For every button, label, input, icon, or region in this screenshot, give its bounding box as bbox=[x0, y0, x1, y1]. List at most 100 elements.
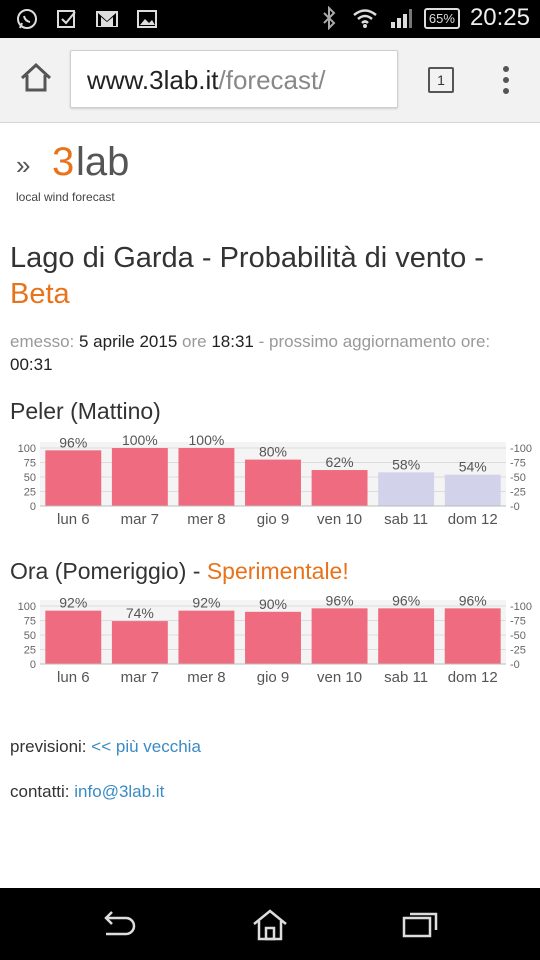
x-tick-label: sab 11 bbox=[384, 669, 428, 686]
next-update-time: 00:31 bbox=[10, 355, 53, 374]
chart-bar bbox=[444, 474, 501, 506]
chart-bar bbox=[45, 450, 102, 506]
checkbox-icon bbox=[54, 6, 80, 32]
bar-value-label: 96% bbox=[326, 592, 354, 608]
home-icon[interactable] bbox=[18, 60, 54, 96]
bar-value-label: 92% bbox=[59, 595, 87, 611]
bar-value-label: 80% bbox=[259, 444, 287, 460]
previsioni-row: previsioni: << più vecchia bbox=[10, 737, 201, 757]
bar-value-label: 96% bbox=[59, 434, 87, 450]
chart-bar bbox=[444, 608, 501, 664]
x-tick-label: mer 8 bbox=[187, 511, 225, 528]
bar-value-label: 62% bbox=[326, 454, 354, 470]
notification-icons bbox=[14, 6, 160, 32]
bar-value-label: 92% bbox=[192, 595, 220, 611]
y-tick-label-left: 100 bbox=[18, 443, 36, 455]
bar-value-label: 74% bbox=[126, 605, 154, 621]
y-tick-label-right: -100 bbox=[510, 601, 532, 613]
y-tick-label-right: -100 bbox=[510, 443, 532, 455]
logo-tagline: local wind forecast bbox=[16, 190, 115, 204]
y-tick-label-right: -50 bbox=[510, 472, 526, 484]
bar-value-label: 100% bbox=[122, 432, 158, 448]
recents-icon[interactable] bbox=[400, 908, 440, 940]
whatsapp-icon bbox=[14, 6, 40, 32]
y-tick-label-left: 50 bbox=[24, 472, 36, 484]
chart-bar bbox=[311, 608, 368, 664]
y-tick-label-left: 100 bbox=[18, 601, 36, 613]
y-tick-label-right: -0 bbox=[510, 501, 520, 513]
y-tick-label-right: -75 bbox=[510, 616, 526, 628]
y-tick-label-left: 50 bbox=[24, 630, 36, 642]
bar-value-label: 58% bbox=[392, 456, 420, 472]
chart-bar bbox=[378, 608, 435, 664]
chart-bar bbox=[45, 610, 102, 664]
logo-arrows: » bbox=[16, 150, 31, 180]
status-bar: 65% 20:25 bbox=[0, 0, 540, 38]
y-tick-label-left: 0 bbox=[30, 501, 36, 513]
bar-value-label: 96% bbox=[459, 592, 487, 608]
y-tick-label-right: -25 bbox=[510, 645, 526, 657]
x-tick-label: ven 10 bbox=[317, 511, 362, 528]
tab-switcher-button[interactable]: 1 bbox=[428, 67, 454, 93]
y-tick-label-left: 25 bbox=[24, 487, 36, 499]
bar-value-label: 90% bbox=[259, 596, 287, 612]
x-tick-label: dom 12 bbox=[448, 511, 498, 528]
y-tick-label-right: -75 bbox=[510, 458, 526, 470]
emesso-label: emesso: bbox=[10, 332, 75, 351]
bluetooth-icon bbox=[316, 5, 342, 31]
page-title: Lago di Garda - Probabilità di vento - B… bbox=[10, 240, 530, 312]
section-title-ora-experimental: Sperimentale! bbox=[206, 558, 349, 584]
emesso-time: 18:31 bbox=[211, 332, 254, 351]
x-tick-label: gio 9 bbox=[257, 669, 290, 686]
navigation-bar bbox=[0, 888, 540, 960]
x-tick-label: sab 11 bbox=[384, 511, 428, 528]
title-main: Lago di Garda - Probabilità di vento - bbox=[10, 242, 484, 274]
y-tick-label-right: -0 bbox=[510, 659, 520, 671]
contatti-row: contatti: info@3lab.it bbox=[10, 782, 164, 802]
image-icon bbox=[134, 6, 160, 32]
chart-ora: 0 -0 25 -25 50 -50 75 -75 100 -100 92% lun 6 74% mar … bbox=[18, 592, 532, 686]
x-tick-label: mar 7 bbox=[121, 511, 159, 528]
back-icon[interactable] bbox=[100, 908, 140, 940]
previsioni-label: previsioni: bbox=[10, 737, 87, 756]
signal-icon bbox=[388, 5, 414, 31]
chart-bar bbox=[178, 448, 235, 506]
next-update-label: - prossimo aggiornamento ore: bbox=[258, 332, 491, 351]
battery-icon: 65% bbox=[423, 7, 460, 29]
x-tick-label: gio 9 bbox=[257, 511, 290, 528]
y-tick-label-right: -50 bbox=[510, 630, 526, 642]
x-tick-label: ven 10 bbox=[317, 669, 362, 686]
contact-email-link[interactable]: info@3lab.it bbox=[74, 782, 165, 801]
y-tick-label-right: -25 bbox=[510, 487, 526, 499]
bar-value-label: 54% bbox=[459, 459, 487, 475]
chart-bar bbox=[111, 448, 168, 506]
x-tick-label: mar 7 bbox=[121, 669, 159, 686]
bar-value-label: 96% bbox=[392, 592, 420, 608]
y-tick-label-left: 75 bbox=[24, 616, 36, 628]
contatti-label: contatti: bbox=[10, 782, 70, 801]
section-title-ora-main: Ora (Pomeriggio) - bbox=[10, 558, 201, 584]
ore-label: ore bbox=[182, 332, 207, 351]
bar-value-label: 100% bbox=[189, 432, 225, 448]
home-icon[interactable] bbox=[250, 908, 290, 941]
url-bar[interactable]: www.3lab.it/forecast/ bbox=[70, 50, 398, 108]
chart-peler: 0 -0 25 -25 50 -50 75 -75 100 -100 96% lun 6 100% mar… bbox=[18, 432, 532, 528]
x-tick-label: lun 6 bbox=[57, 511, 90, 528]
y-tick-label-left: 75 bbox=[24, 458, 36, 470]
emesso-date: 5 aprile 2015 bbox=[78, 332, 178, 351]
chart-bar bbox=[378, 472, 435, 506]
logo-number: 3 bbox=[52, 140, 75, 184]
wifi-icon bbox=[352, 5, 378, 31]
gmail-icon bbox=[94, 6, 120, 32]
section-title-peler: Peler (Mattino) bbox=[10, 398, 161, 424]
url-path: /forecast/ bbox=[218, 65, 326, 95]
clock: 20:25 bbox=[469, 4, 530, 31]
logo-text: lab bbox=[76, 140, 130, 184]
chart-bar bbox=[111, 621, 168, 664]
overflow-menu-icon[interactable] bbox=[496, 62, 516, 98]
title-beta-tag: Beta bbox=[10, 278, 70, 310]
older-forecast-link[interactable]: << più vecchia bbox=[91, 737, 201, 756]
system-icons: 65% 20:25 bbox=[316, 4, 530, 32]
section-title-ora: Ora (Pomeriggio) - Sperimentale! bbox=[10, 558, 349, 585]
y-tick-label-left: 0 bbox=[30, 659, 36, 671]
